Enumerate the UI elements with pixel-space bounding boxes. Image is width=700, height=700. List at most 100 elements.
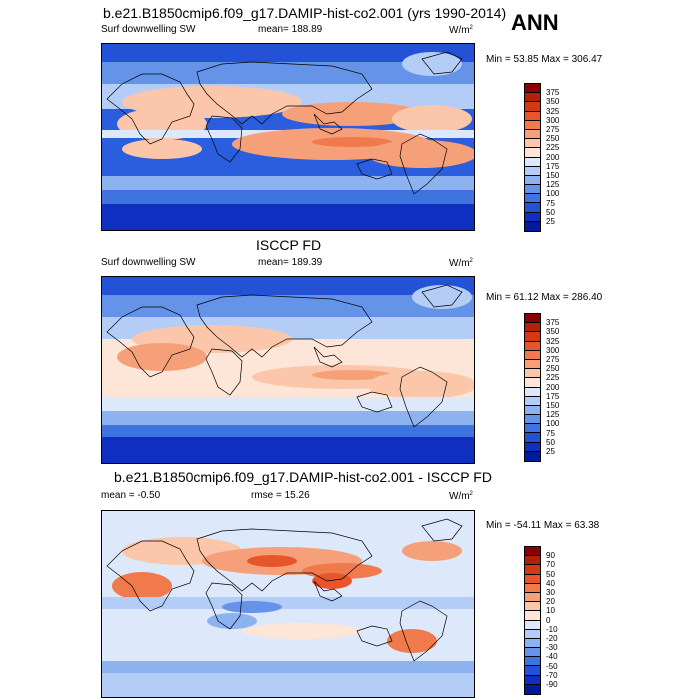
colorbar-tick-label: 75 xyxy=(546,428,555,438)
colorbar-swatch xyxy=(525,120,540,130)
panel1-map xyxy=(101,43,475,231)
colorbar-swatch xyxy=(525,93,540,103)
colorbar-tick-label: 175 xyxy=(546,161,560,171)
colorbar-tick-label: 25 xyxy=(546,447,555,456)
colorbar-tick-label: -70 xyxy=(546,670,558,680)
panel2-title: ISCCP FD xyxy=(256,237,322,253)
colorbar-swatch xyxy=(525,148,540,158)
colorbar-swatch xyxy=(525,139,540,149)
colorbar-tick-label: -40 xyxy=(546,652,558,662)
colorbar-swatch xyxy=(525,111,540,121)
colorbar-swatch xyxy=(525,415,540,425)
panel2-units: W/m2 xyxy=(449,258,473,269)
colorbar-swatch xyxy=(525,323,540,333)
colorbar-swatch xyxy=(525,314,540,324)
colorbar-swatch xyxy=(525,396,540,406)
colorbar-tick-label: 70 xyxy=(546,560,555,570)
panel1-variable: Surf downwelling SW xyxy=(101,24,196,35)
panel3-units: W/m2 xyxy=(449,491,473,502)
colorbar-tick-label: 50 xyxy=(546,207,555,217)
panel3-map xyxy=(101,510,475,698)
panel3-minmax: Min = -54.11 Max = 63.38 xyxy=(486,520,600,531)
colorbar-swatch xyxy=(525,405,540,416)
colorbar-swatch xyxy=(525,547,540,557)
colorbar-swatch xyxy=(525,359,540,370)
colorbar-tick-label: 125 xyxy=(546,180,560,190)
colorbar-tick-label: 40 xyxy=(546,578,555,588)
panel1-mean: mean= 188.89 xyxy=(258,24,323,35)
colorbar-tick-label: 375 xyxy=(546,88,560,98)
colorbar-swatch xyxy=(525,666,540,676)
colorbar-tick-label: 375 xyxy=(546,318,560,328)
colorbar-tick-label: 275 xyxy=(546,125,560,134)
colorbar-swatch xyxy=(525,175,540,186)
colorbar-swatch xyxy=(525,102,540,112)
colorbar-swatch xyxy=(525,442,540,452)
panel1-units: W/m2 xyxy=(449,25,473,36)
colorbar-tick-label: 325 xyxy=(546,106,560,116)
panel1-minmax: Min = 53.85 Max = 306.47 xyxy=(486,54,603,65)
colorbar-tick-label: 225 xyxy=(546,373,560,383)
panel2-minmax: Min = 61.12 Max = 286.40 xyxy=(486,292,603,303)
colorbar-tick-label: -50 xyxy=(546,661,558,671)
colorbar-tick-label: 20 xyxy=(546,597,555,607)
colorbar-swatch xyxy=(525,583,540,593)
colorbar-swatch xyxy=(525,212,540,222)
colorbar-swatch xyxy=(525,675,540,685)
panel2-mean: mean= 189.39 xyxy=(258,257,323,268)
colorbar-swatch xyxy=(525,638,540,649)
colorbar-tick-label: 90 xyxy=(546,551,555,561)
colorbar-swatch xyxy=(525,129,540,140)
colorbar-swatch xyxy=(525,332,540,342)
panel3-mean: mean = -0.50 xyxy=(101,490,161,501)
colorbar-swatch xyxy=(525,378,540,388)
colorbar-tick-label: 175 xyxy=(546,391,560,401)
colorbar-tick-label: 150 xyxy=(546,401,560,410)
colorbar-tick-label: 250 xyxy=(546,134,560,144)
colorbar-swatch xyxy=(525,648,540,658)
colorbar-tick-label: 30 xyxy=(546,588,555,597)
colorbar-swatch xyxy=(525,350,540,360)
colorbar-tick-label: 350 xyxy=(546,97,560,107)
colorbar-tick-label: 25 xyxy=(546,217,555,226)
colorbar-swatch xyxy=(525,166,540,176)
colorbar-swatch xyxy=(525,221,540,231)
colorbar-swatch xyxy=(525,565,540,575)
colorbar-tick-label: 125 xyxy=(546,410,560,420)
colorbar-swatch xyxy=(525,629,540,639)
colorbar-tick-label: 325 xyxy=(546,336,560,346)
colorbar-swatch xyxy=(525,657,540,667)
colorbar-tick-label: 150 xyxy=(546,171,560,180)
colorbar-swatch xyxy=(525,203,540,213)
colorbar-swatch xyxy=(525,341,540,351)
colorbar-swatch xyxy=(525,684,540,694)
colorbar-swatch xyxy=(525,194,540,204)
colorbar-tick-label: 275 xyxy=(546,355,560,364)
colorbar-swatch xyxy=(525,433,540,443)
panel3-colorbar xyxy=(524,546,541,695)
colorbar-tick-label: -20 xyxy=(546,634,558,643)
panel2-variable: Surf downwelling SW xyxy=(101,257,196,268)
colorbar-tick-label: 225 xyxy=(546,143,560,153)
colorbar-swatch xyxy=(525,620,540,630)
colorbar-swatch xyxy=(525,387,540,397)
colorbar-tick-label: 10 xyxy=(546,606,555,616)
colorbar-tick-label: 300 xyxy=(546,345,560,355)
colorbar-swatch xyxy=(525,369,540,379)
colorbar-tick-label: 0 xyxy=(546,615,551,625)
colorbar-tick-label: 350 xyxy=(546,327,560,337)
colorbar-tick-label: 100 xyxy=(546,419,560,429)
colorbar-tick-label: -90 xyxy=(546,680,558,689)
panel1-title: b.e21.B1850cmip6.f09_g17.DAMIP-hist-co2.… xyxy=(103,5,507,21)
colorbar-tick-label: 100 xyxy=(546,189,560,199)
colorbar-swatch xyxy=(525,84,540,94)
colorbar-swatch xyxy=(525,424,540,434)
panel1-colorbar xyxy=(524,83,541,232)
panel3-title: b.e21.B1850cmip6.f09_g17.DAMIP-hist-co2.… xyxy=(114,469,492,485)
colorbar-swatch xyxy=(525,592,540,603)
colorbar-swatch xyxy=(525,611,540,621)
colorbar-tick-label: 200 xyxy=(546,152,560,162)
season-label: ANN xyxy=(511,10,559,35)
colorbar-tick-label: -30 xyxy=(546,643,558,653)
colorbar-swatch xyxy=(525,602,540,612)
